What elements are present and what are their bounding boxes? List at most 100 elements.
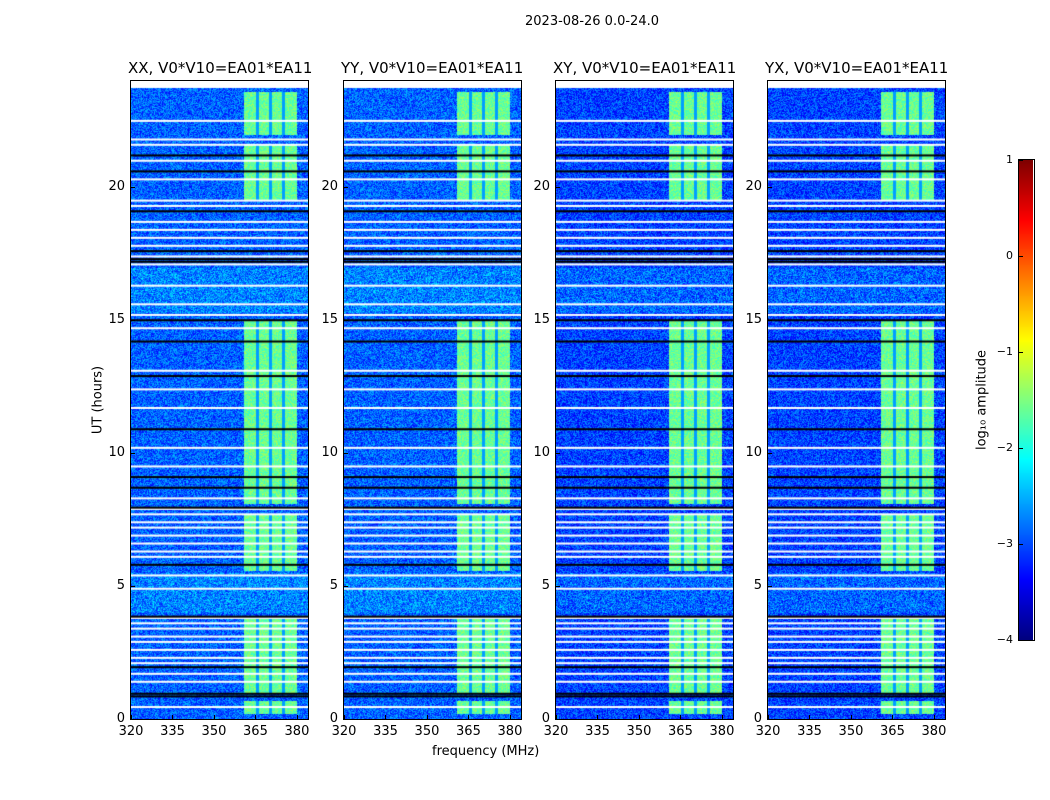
x-tick-label: 380 <box>497 724 523 739</box>
colorbar-tick <box>1019 256 1023 257</box>
y-tick-label: 10 <box>533 445 550 461</box>
y-tick-label: 15 <box>745 312 762 328</box>
y-tick <box>131 453 135 455</box>
spectrogram-panel-0 <box>131 81 308 719</box>
panel-frame <box>555 80 734 720</box>
y-tick-label: 20 <box>533 179 550 195</box>
y-tick <box>131 719 135 720</box>
x-tick-label: 380 <box>921 724 947 739</box>
x-tick-label: 335 <box>585 724 610 739</box>
y-tick-label: 10 <box>321 445 338 461</box>
y-tick <box>556 453 560 455</box>
panel-title: XX, V0*V10=EA01*EA11 <box>128 59 313 77</box>
x-tick <box>680 715 682 719</box>
x-tick <box>468 715 470 719</box>
x-tick-label: 335 <box>160 724 185 739</box>
y-tick <box>556 187 560 189</box>
y-tick <box>768 320 772 322</box>
y-tick <box>344 453 348 455</box>
x-tick-label: 350 <box>626 724 652 739</box>
y-tick-label: 0 <box>753 711 762 726</box>
x-tick <box>892 715 894 719</box>
y-tick-label: 5 <box>541 578 550 594</box>
panel-frame <box>767 80 946 720</box>
colorbar-tick-label: 1 <box>1006 153 1013 166</box>
y-axis-label: UT (hours) <box>90 365 106 435</box>
colorbar-tick-label: −4 <box>996 633 1013 646</box>
y-tick <box>131 320 135 322</box>
y-tick-label: 5 <box>329 578 338 594</box>
x-tick <box>131 715 132 719</box>
spectrogram-panel-3 <box>768 81 945 719</box>
colorbar-tick <box>1019 640 1023 641</box>
x-tick-label: 365 <box>456 724 481 739</box>
x-tick-label: 320 <box>331 724 357 739</box>
panel-frame <box>343 80 522 720</box>
y-tick <box>344 320 348 322</box>
x-tick <box>426 715 428 719</box>
x-tick-label: 380 <box>284 724 310 739</box>
y-tick <box>556 719 560 720</box>
y-tick <box>556 320 560 322</box>
y-tick <box>344 187 348 189</box>
y-tick <box>344 719 348 720</box>
x-tick <box>556 715 557 719</box>
y-tick-label: 0 <box>541 711 550 726</box>
y-tick-label: 15 <box>321 312 338 328</box>
y-tick-label: 15 <box>533 312 550 328</box>
y-tick <box>768 453 772 455</box>
x-tick-label: 320 <box>755 724 781 739</box>
x-tick <box>933 715 935 719</box>
x-tick <box>385 715 387 719</box>
spectrogram-panel-1 <box>344 81 521 719</box>
y-tick <box>768 719 772 720</box>
x-tick <box>344 715 345 719</box>
y-tick-label: 5 <box>753 578 762 594</box>
y-tick <box>768 187 772 189</box>
y-tick <box>556 586 560 588</box>
colorbar-frame <box>1018 159 1035 641</box>
y-tick-label: 0 <box>116 711 125 726</box>
spectrogram-panel-2 <box>556 81 733 719</box>
x-tick-label: 335 <box>797 724 822 739</box>
x-tick <box>509 715 511 719</box>
y-tick-label: 15 <box>108 312 125 328</box>
panel-frame <box>130 80 309 720</box>
y-tick <box>768 586 772 588</box>
panel-title: XY, V0*V10=EA01*EA11 <box>553 59 737 77</box>
x-tick-label: 335 <box>373 724 398 739</box>
y-tick <box>131 586 135 588</box>
colorbar-tick <box>1019 352 1023 353</box>
x-tick <box>296 715 298 719</box>
panel-title: YX, V0*V10=EA01*EA11 <box>765 59 949 77</box>
colorbar-tick <box>1019 544 1023 545</box>
colorbar-tick <box>1019 448 1023 449</box>
y-tick-label: 20 <box>108 179 125 195</box>
y-tick <box>344 586 348 588</box>
x-tick-label: 350 <box>414 724 440 739</box>
y-tick-label: 0 <box>329 711 338 726</box>
colorbar-tick-label: −2 <box>996 441 1013 454</box>
y-tick-label: 5 <box>116 578 125 594</box>
colorbar <box>1019 160 1033 640</box>
x-tick-label: 350 <box>201 724 227 739</box>
x-tick-label: 365 <box>880 724 905 739</box>
x-tick-label: 365 <box>668 724 693 739</box>
x-tick <box>809 715 811 719</box>
x-tick-label: 350 <box>838 724 864 739</box>
x-tick-label: 320 <box>543 724 569 739</box>
x-axis-label: frequency (MHz) <box>432 744 540 759</box>
x-tick <box>638 715 640 719</box>
y-tick-label: 10 <box>745 445 762 461</box>
y-tick-label: 20 <box>745 179 762 195</box>
x-tick-label: 380 <box>709 724 735 739</box>
y-tick <box>131 187 135 189</box>
x-tick <box>255 715 257 719</box>
x-tick <box>768 715 769 719</box>
x-tick <box>850 715 852 719</box>
y-tick-label: 10 <box>108 445 125 461</box>
colorbar-tick-label: 0 <box>1006 249 1013 262</box>
colorbar-label: log₁₀ amplitude <box>974 349 990 451</box>
x-tick <box>213 715 215 719</box>
